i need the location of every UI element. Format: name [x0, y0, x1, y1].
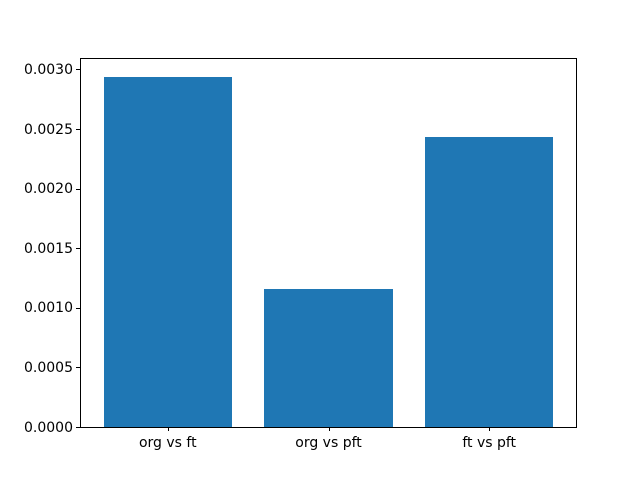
y-tick-mark — [76, 248, 80, 250]
y-tick-mark — [76, 69, 80, 71]
y-tick-mark — [76, 307, 80, 309]
x-tick-label: org vs pft — [295, 435, 362, 451]
y-tick-mark — [76, 129, 80, 130]
y-tick-label: 0.0015 — [24, 240, 73, 257]
x-tick-mark — [489, 427, 491, 431]
x-tick-mark — [167, 427, 169, 431]
bar-org-vs-pft — [264, 288, 393, 427]
x-tick-label: org vs ft — [138, 435, 197, 451]
plot-area — [80, 58, 577, 428]
x-tick-label: ft vs pft — [462, 435, 517, 451]
bar-org-vs-ft — [103, 76, 233, 427]
y-tick-label: 0.0010 — [24, 300, 73, 317]
bar-ft-vs-pft — [424, 137, 554, 427]
y-tick-label: 0.0000 — [24, 419, 73, 436]
y-tick-label: 0.0030 — [24, 61, 73, 78]
y-tick-label: 0.0005 — [24, 359, 73, 376]
y-tick-mark — [76, 427, 80, 428]
y-tick-mark — [76, 367, 80, 369]
y-tick-label: 0.0020 — [24, 181, 73, 198]
x-tick-mark — [328, 427, 330, 431]
y-tick-mark — [76, 188, 80, 190]
y-tick-label: 0.0025 — [24, 121, 73, 138]
